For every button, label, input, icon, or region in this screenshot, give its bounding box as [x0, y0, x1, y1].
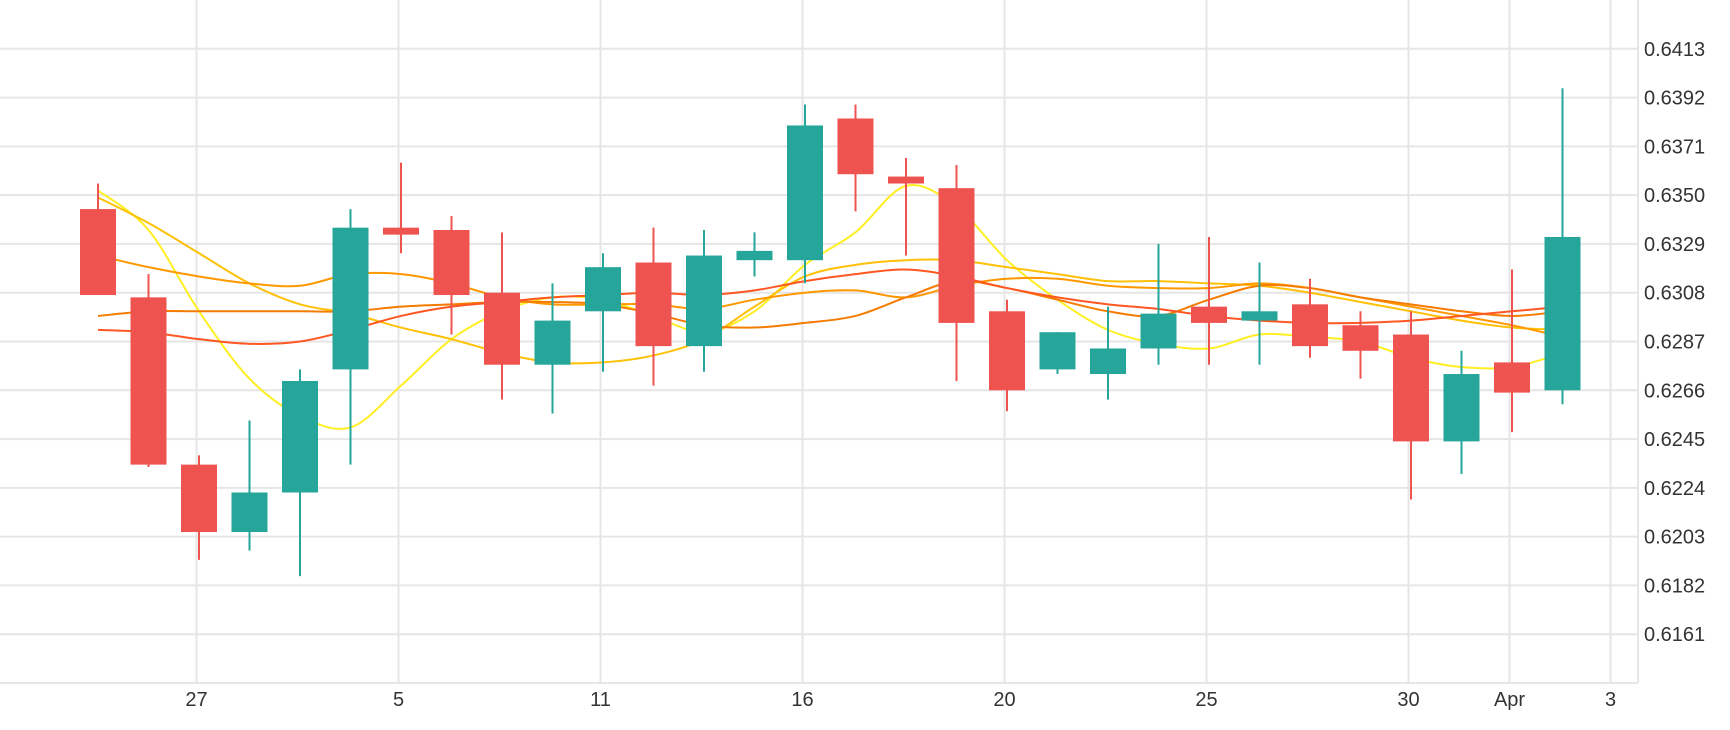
candle-up	[686, 229, 722, 372]
candle-body	[1241, 311, 1278, 321]
candle-down	[1191, 236, 1227, 365]
candle-body	[837, 118, 874, 175]
candle-body	[736, 250, 773, 261]
candle-body	[1443, 374, 1480, 442]
candle-up	[787, 104, 823, 284]
candle-body	[989, 311, 1025, 391]
candle-body	[1140, 313, 1177, 349]
y-tick-label: 0.6287	[1644, 332, 1705, 354]
x-tick-label: 16	[791, 689, 813, 711]
candle-up	[534, 283, 571, 414]
candle-body	[534, 320, 571, 365]
candle-down	[635, 227, 672, 386]
candle-down	[181, 455, 217, 560]
candle-body	[1544, 236, 1581, 391]
candle-body	[1494, 362, 1530, 393]
y-tick-label: 0.6245	[1644, 429, 1705, 451]
y-tick-label: 0.6266	[1644, 380, 1705, 402]
candle-body	[888, 176, 924, 184]
y-tick-label: 0.6350	[1644, 185, 1705, 207]
candle-up	[231, 420, 268, 551]
y-tick-label: 0.6203	[1644, 527, 1705, 549]
candle-body	[1191, 306, 1227, 323]
candle-body	[1039, 332, 1076, 370]
candle-body	[938, 188, 975, 323]
candle-up	[585, 253, 621, 372]
candle-body	[282, 380, 318, 493]
x-tick-label: 25	[1195, 689, 1217, 711]
candle-body	[1342, 325, 1379, 351]
grid	[0, 0, 1639, 684]
x-tick-label: Apr	[1494, 689, 1525, 711]
candle-body	[181, 464, 217, 532]
x-tick-label: 27	[185, 689, 207, 711]
candle-body	[1393, 334, 1429, 442]
candle-body	[635, 262, 672, 347]
candle-up	[1241, 262, 1278, 365]
y-tick-label: 0.6371	[1644, 136, 1705, 158]
candle-body	[80, 209, 116, 296]
candle-down	[1292, 278, 1328, 358]
y-tick-label: 0.6161	[1644, 624, 1705, 646]
x-tick-label: 20	[993, 689, 1015, 711]
candle-up	[1039, 332, 1076, 375]
candle-down	[989, 299, 1025, 412]
candle-down	[837, 104, 874, 212]
candle-down	[1494, 269, 1530, 433]
candle-up	[1443, 350, 1480, 474]
y-tick-label: 0.6308	[1644, 283, 1705, 305]
x-tick-label: 3	[1605, 689, 1616, 711]
candle-body	[585, 267, 621, 312]
candle-down	[130, 274, 167, 467]
candle-down	[80, 183, 116, 296]
candle-down	[938, 164, 975, 381]
candle-up	[282, 369, 318, 577]
candle-body	[383, 227, 419, 235]
candles	[80, 88, 1581, 577]
moving-average-line	[97, 254, 1563, 338]
y-tick-label: 0.6413	[1644, 39, 1705, 61]
x-tick-label: 11	[590, 689, 611, 711]
candle-down	[1342, 311, 1379, 379]
candle-down	[383, 162, 419, 254]
x-tick-label: 5	[393, 689, 404, 711]
candle-up	[1140, 243, 1177, 365]
candle-down	[484, 232, 520, 400]
candle-down	[1393, 311, 1429, 500]
y-tick-label: 0.6329	[1644, 234, 1705, 256]
candle-body	[231, 492, 268, 532]
candle-body	[484, 292, 520, 365]
y-tick-label: 0.6392	[1644, 88, 1705, 110]
y-tick-label: 0.6224	[1644, 478, 1705, 500]
axes: 0.6413 0.6392 0.6371 0.6350 0.6329 0.6308 0.62…	[185, 39, 1705, 711]
candle-body	[433, 229, 470, 296]
candle-down	[888, 157, 924, 256]
candle-up	[332, 209, 369, 465]
candle-up	[1090, 306, 1126, 400]
candle-body	[1292, 304, 1328, 347]
candle-down	[433, 216, 470, 335]
y-tick-label: 0.6182	[1644, 575, 1705, 597]
candle-body	[130, 297, 167, 465]
candle-up	[736, 232, 773, 277]
candle-body	[787, 125, 823, 261]
candle-body	[1090, 348, 1126, 375]
candle-up	[1544, 88, 1581, 405]
candle-body	[332, 227, 369, 370]
x-tick-label: 30	[1397, 689, 1419, 711]
candle-body	[686, 255, 722, 347]
moving-average-line	[97, 279, 1563, 329]
